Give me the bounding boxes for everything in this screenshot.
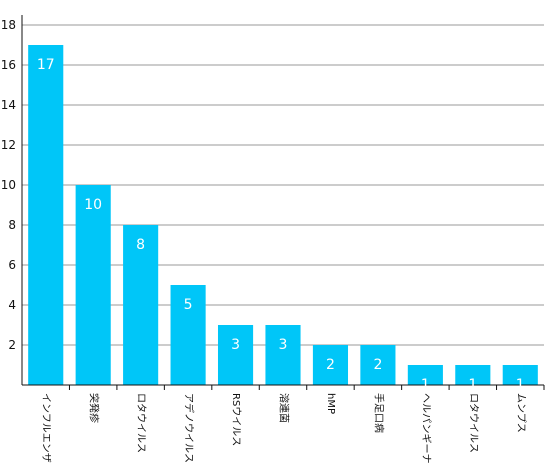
y-tick-label: 18	[1, 18, 16, 32]
data-label: 10	[84, 197, 102, 213]
x-category-label: ロタウイルス	[467, 393, 479, 453]
y-tick-label: 4	[8, 298, 16, 312]
data-label: 5	[184, 297, 193, 313]
x-category-label: インフルエンザ	[40, 393, 52, 463]
y-tick-labels: 2 4 6 8 10 12 14 16 18	[1, 18, 16, 352]
data-label: 1	[468, 377, 477, 393]
x-category-label: RSウイルス	[230, 393, 242, 446]
bar	[265, 325, 301, 385]
data-label: 1	[516, 377, 525, 393]
x-category-label: 突発疹	[88, 393, 101, 423]
bar	[312, 345, 349, 385]
y-tick-label: 16	[1, 58, 16, 72]
data-label: 1	[421, 377, 430, 393]
y-tick-label: 12	[1, 138, 16, 152]
x-category-label: 手足口病	[372, 393, 385, 433]
data-label: 2	[326, 357, 335, 373]
x-category-label: 溶連菌	[278, 393, 291, 423]
data-label: 3	[279, 337, 288, 353]
data-label: 17	[37, 57, 55, 73]
bar	[360, 345, 396, 385]
bar	[502, 365, 538, 385]
axes	[21, 15, 545, 390]
data-label: 3	[231, 337, 240, 353]
y-tick-label: 6	[8, 258, 16, 272]
x-category-label: hMP	[325, 393, 336, 414]
x-category-label: アデノウイルス	[183, 393, 196, 463]
data-labels: 17 10 8 5 3 3 2 2 1 1 1	[37, 57, 525, 393]
x-category-labels: インフルエンザ 突発疹 ロタウイルス アデノウイルス RSウイルス 溶連菌 hMP 手足口病 ヘ…	[40, 393, 527, 464]
x-category-label: ムンプス	[515, 393, 527, 433]
x-category-label: ロタウイルス	[135, 393, 147, 453]
bar	[123, 225, 159, 385]
bar	[407, 365, 443, 385]
data-label: 2	[373, 357, 382, 373]
y-tick-label: 10	[1, 178, 16, 192]
bar	[217, 325, 254, 385]
x-category-label: ヘルパンギーナ	[420, 393, 432, 464]
bar	[170, 285, 206, 385]
bar	[28, 45, 64, 385]
y-tick-label: 14	[1, 98, 16, 112]
y-tick-label: 8	[8, 218, 16, 232]
bar	[75, 185, 111, 385]
bars	[28, 45, 538, 385]
y-tick-label: 2	[8, 338, 16, 352]
data-label: 8	[136, 237, 145, 253]
bar	[455, 365, 491, 385]
